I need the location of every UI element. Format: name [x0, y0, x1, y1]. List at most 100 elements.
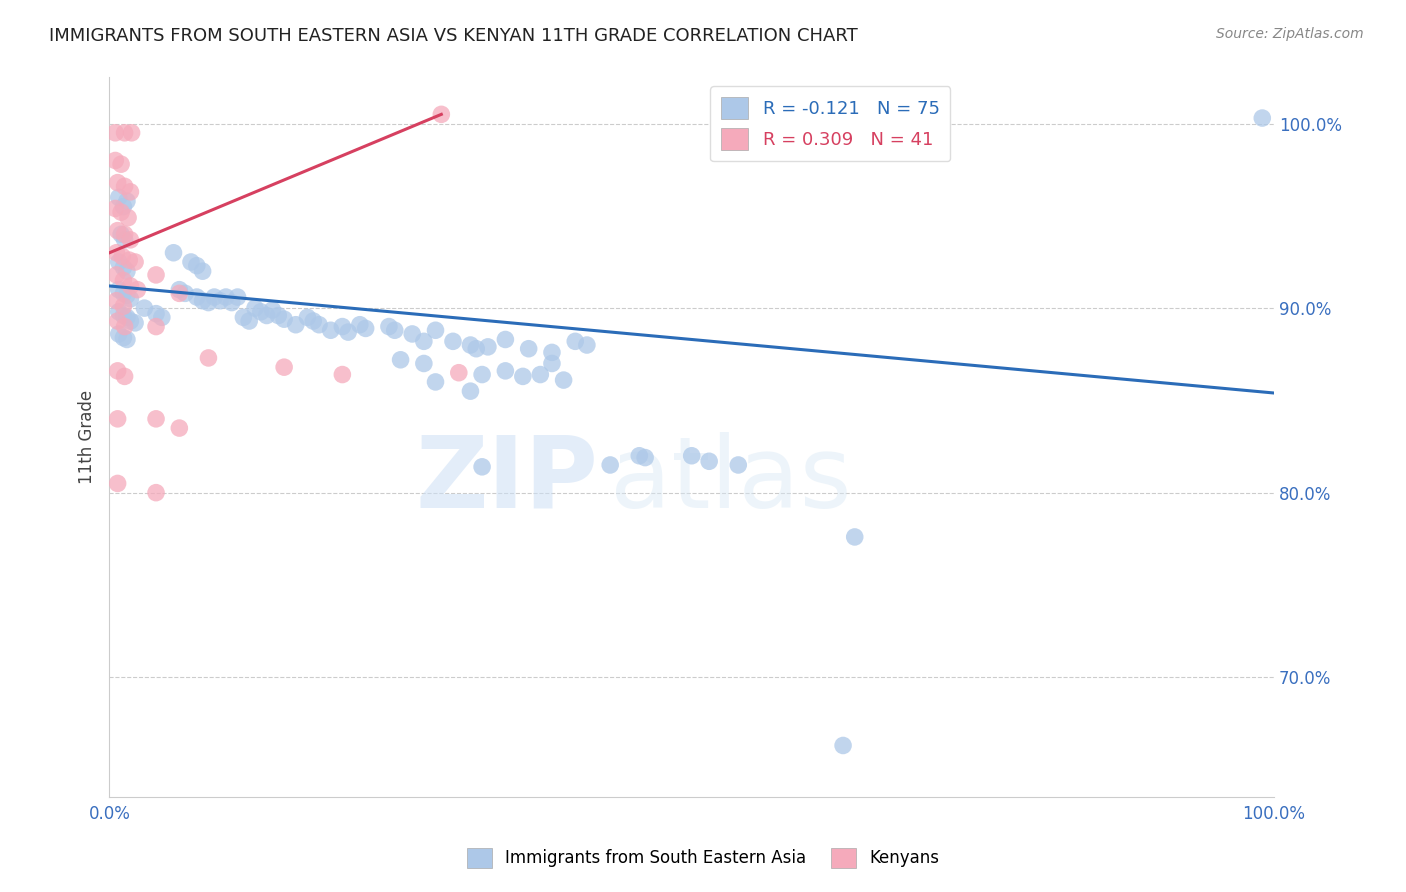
Point: [389, 352, 412, 367]
Point: [121, 126, 143, 140]
Point: [553, 373, 575, 387]
Point: [120, 292, 142, 306]
Point: [150, 310, 173, 325]
Point: [319, 323, 342, 337]
Point: [112, 331, 135, 345]
Text: atlas: atlas: [610, 432, 852, 529]
Point: [209, 293, 232, 308]
Point: [186, 259, 208, 273]
Point: [221, 295, 243, 310]
Point: [226, 290, 249, 304]
Point: [169, 283, 191, 297]
Point: [465, 342, 488, 356]
Point: [145, 412, 167, 426]
Point: [879, 129, 901, 144]
Point: [145, 485, 167, 500]
Point: [412, 356, 434, 370]
Point: [832, 739, 855, 753]
Point: [727, 458, 749, 472]
Point: [112, 286, 135, 301]
Point: [107, 224, 129, 238]
Point: [134, 301, 156, 315]
Legend: Immigrants from South Eastern Asia, Kenyans: Immigrants from South Eastern Asia, Keny…: [460, 841, 946, 875]
Point: [460, 338, 482, 352]
Point: [115, 310, 138, 325]
Point: [105, 293, 128, 308]
Point: [120, 279, 142, 293]
Point: [115, 333, 138, 347]
Point: [107, 412, 129, 426]
Point: [697, 454, 720, 468]
Point: [215, 290, 238, 304]
Point: [120, 233, 142, 247]
Point: [564, 334, 586, 349]
Point: [412, 334, 434, 349]
Point: [517, 342, 540, 356]
Point: [441, 334, 464, 349]
Point: [243, 301, 266, 315]
Point: [256, 309, 278, 323]
Point: [104, 153, 127, 168]
Point: [337, 325, 360, 339]
Point: [477, 340, 499, 354]
Point: [267, 309, 290, 323]
Point: [114, 126, 136, 140]
Point: [844, 530, 866, 544]
Point: [120, 314, 142, 328]
Point: [250, 305, 273, 319]
Point: [117, 211, 139, 225]
Point: [112, 200, 135, 214]
Point: [529, 368, 551, 382]
Point: [401, 326, 423, 341]
Point: [238, 314, 260, 328]
Point: [197, 295, 219, 310]
Point: [330, 368, 353, 382]
Point: [354, 321, 377, 335]
Point: [186, 290, 208, 304]
Point: [114, 179, 136, 194]
Point: [107, 314, 129, 328]
Point: [120, 185, 142, 199]
Point: [105, 268, 128, 282]
Point: [107, 283, 129, 297]
Point: [107, 176, 129, 190]
Point: [107, 326, 129, 341]
Text: Source: ZipAtlas.com: Source: ZipAtlas.com: [1216, 27, 1364, 41]
Point: [145, 268, 167, 282]
Point: [112, 299, 135, 313]
Point: [110, 157, 132, 171]
Point: [634, 450, 657, 465]
Point: [104, 202, 127, 216]
Point: [162, 245, 184, 260]
Point: [110, 205, 132, 219]
Point: [112, 273, 135, 287]
Point: [494, 333, 516, 347]
Point: [114, 233, 136, 247]
Point: [112, 260, 135, 275]
Point: [471, 459, 494, 474]
Point: [541, 356, 564, 370]
Point: [114, 369, 136, 384]
Y-axis label: 11th Grade: 11th Grade: [79, 390, 96, 484]
Point: [273, 360, 295, 375]
Point: [107, 255, 129, 269]
Point: [115, 264, 138, 278]
Point: [169, 421, 191, 435]
Point: [145, 319, 167, 334]
Point: [471, 368, 494, 382]
Point: [512, 369, 534, 384]
Point: [110, 227, 132, 242]
Point: [180, 255, 202, 269]
Point: [575, 338, 598, 352]
Point: [330, 319, 353, 334]
Point: [191, 264, 214, 278]
Point: [114, 227, 136, 242]
Point: [107, 190, 129, 204]
Point: [232, 310, 254, 325]
Point: [107, 364, 129, 378]
Point: [384, 323, 406, 337]
Point: [107, 305, 129, 319]
Point: [262, 302, 284, 317]
Point: [169, 286, 191, 301]
Point: [111, 249, 134, 263]
